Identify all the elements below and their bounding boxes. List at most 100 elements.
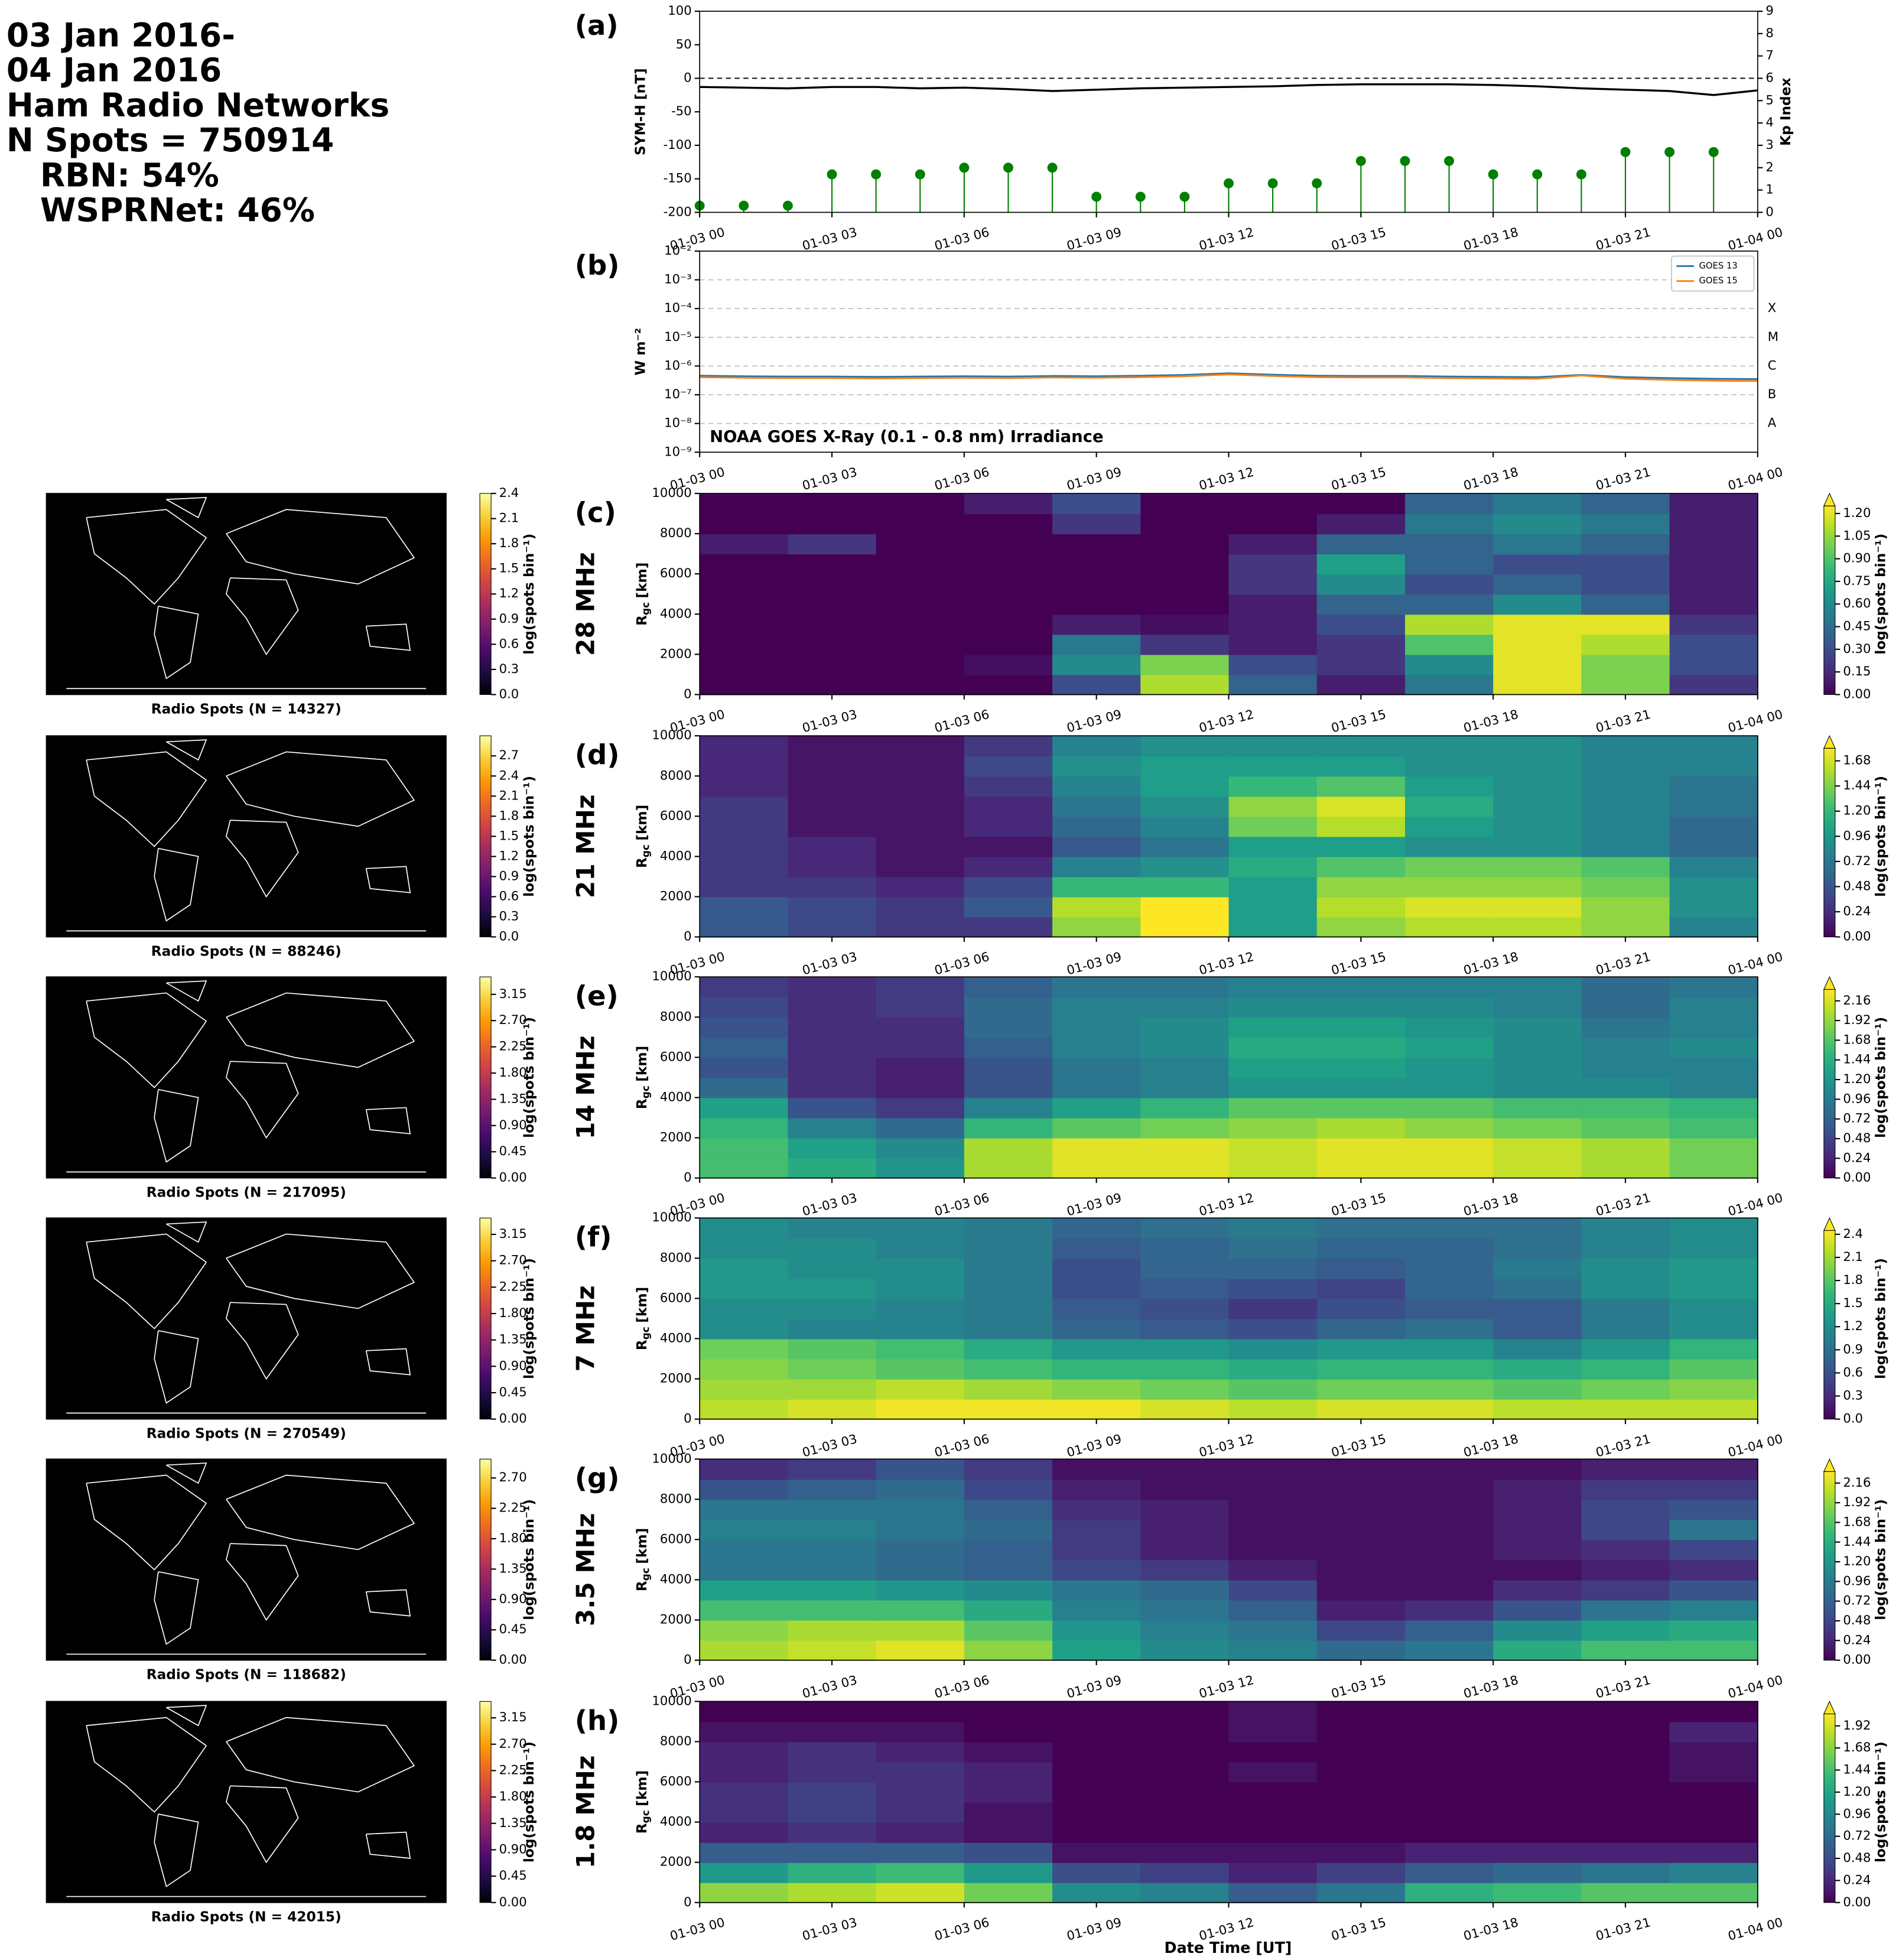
y-tick-label: 8 (1765, 25, 1773, 40)
heatmap-cell (1316, 1399, 1406, 1420)
heatmap-cell (1316, 736, 1406, 757)
heatmap-cell (1493, 1640, 1582, 1661)
heatmap-cell (1493, 1077, 1582, 1098)
y-tick-label: 8000 (660, 525, 692, 540)
y-tick-label: 2.70 (499, 1253, 527, 1267)
y-tick-label: 6000 (660, 1774, 692, 1789)
kp-marker (827, 169, 837, 180)
heatmap-cell (1228, 1539, 1318, 1561)
heatmap-cell (876, 534, 965, 555)
heatmap-cell (1493, 1318, 1582, 1340)
heatmap-cell (964, 1701, 1053, 1722)
x-tick-label: 01-03 06 (933, 707, 991, 736)
heatmap-cell (1669, 1238, 1758, 1259)
y-tick-label: 6000 (660, 565, 692, 580)
heatmap-cell (1404, 1620, 1494, 1641)
heatmap-cell (1140, 513, 1230, 535)
colorbar (479, 1458, 492, 1661)
plot-frame (45, 1701, 447, 1903)
heatmap-cell (1493, 1559, 1582, 1581)
heatmap-cell (1581, 836, 1670, 857)
heatmap-cell (1228, 1057, 1318, 1078)
heatmap-cell (1493, 1761, 1582, 1783)
heatmap-cell (1493, 1298, 1582, 1319)
heatmap-cell (1140, 816, 1230, 837)
heatmap-cell (964, 1137, 1053, 1159)
heatmap-cell (1316, 1620, 1406, 1641)
heatmap-cell (788, 836, 877, 857)
heatmap-cell (1404, 1539, 1494, 1561)
y-axis-label: Rgc [km] (633, 1046, 651, 1109)
heatmap-cell (1316, 594, 1406, 615)
heatmap-cell (964, 1862, 1053, 1883)
heatmap-cell (788, 896, 877, 918)
heatmap-cell (1228, 1559, 1318, 1581)
kp-marker (1444, 155, 1455, 166)
heatmap-cell (1493, 513, 1582, 535)
y-tick-label: 6 (1765, 70, 1773, 84)
y-tick-label: 0.00 (1843, 1894, 1871, 1909)
heatmap-cell (876, 977, 965, 998)
heatmap-cell (1581, 554, 1670, 575)
heatmap-cell (1228, 1579, 1318, 1601)
heatmap-cell (700, 594, 789, 615)
heatmap-cell (1404, 1338, 1494, 1360)
heatmap-cell (1669, 756, 1758, 777)
heatmap-cell (964, 1158, 1053, 1179)
heatmap-cell (964, 1721, 1053, 1743)
heatmap-cell (1493, 1379, 1582, 1400)
annotation: NOAA GOES X-Ray (0.1 - 0.8 nm) Irradianc… (710, 427, 1104, 446)
y-tick-label: 4000 (660, 1814, 692, 1829)
y-tick-label: 0.00 (1843, 686, 1871, 701)
y-tick-label: 1.80 (499, 1530, 527, 1545)
legend-label: GOES 15 (1699, 276, 1737, 286)
y-tick-label: 10⁻³ (664, 272, 691, 287)
heatmap-cell (788, 1761, 877, 1783)
y-tick-label: 0.00 (1843, 1652, 1871, 1667)
heatmap-cell (1316, 674, 1406, 695)
map (46, 493, 447, 695)
heatmap-cell (1404, 1761, 1494, 1783)
heatmap-cell (1493, 1802, 1582, 1823)
heatmap-cell (700, 1479, 789, 1500)
heatmap-cell (1404, 554, 1494, 575)
heatmap-cell (1493, 1579, 1582, 1601)
colorbar (1823, 505, 1836, 695)
heatmap-cell (1228, 1862, 1318, 1883)
x-tick-label: 01-03 21 (1594, 1672, 1652, 1701)
heatmap-cell (1316, 1137, 1406, 1159)
heatmap-cell (876, 1278, 965, 1299)
heatmap-cell (1493, 654, 1582, 675)
colorbar-extend (1823, 1217, 1836, 1231)
y-tick-label: 0 (684, 1652, 691, 1667)
y2-axis-label: Kp Index (1778, 78, 1794, 146)
kp-marker (1135, 191, 1146, 202)
y-tick-label: 1.44 (1843, 1534, 1871, 1549)
heatmap-cell (1052, 1539, 1142, 1561)
heatmap-cell (964, 614, 1053, 635)
y-axis-label-part: [km] (633, 1770, 649, 1806)
heatmap-cell (1228, 1721, 1318, 1743)
heatmap-cell (1052, 1278, 1142, 1299)
heatmap-cell (1228, 513, 1318, 535)
heatmap-cell (1669, 1318, 1758, 1340)
heatmap-cell (1669, 1741, 1758, 1763)
heatmap-cell (876, 634, 965, 655)
heatmap-cell (1493, 1842, 1582, 1863)
panel-label: (g) (575, 1462, 620, 1494)
heatmap-cell (1316, 756, 1406, 777)
flare-class-label: X (1768, 300, 1776, 315)
heatmap-cell (1140, 554, 1230, 575)
heatmap-cell (1493, 1238, 1582, 1259)
y-tick-label: 0.24 (1843, 903, 1871, 918)
heatmap-cell (788, 1499, 877, 1520)
heatmap-cell (700, 1782, 789, 1803)
heatmap-cell (1140, 876, 1230, 898)
plot-frame (45, 493, 447, 695)
heatmap-cell (964, 1620, 1053, 1641)
heatmap-cell (876, 896, 965, 918)
y-tick-label: 1.20 (1843, 1553, 1871, 1568)
heatmap-cell (1316, 1782, 1406, 1803)
heatmap-cell (964, 1640, 1053, 1661)
heatmap-cell (1581, 594, 1670, 615)
